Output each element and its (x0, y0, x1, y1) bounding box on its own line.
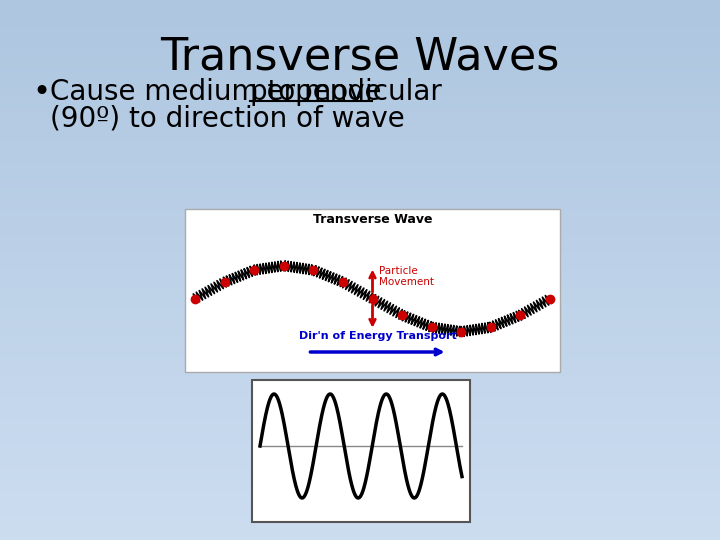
Text: Cause medium to move: Cause medium to move (50, 78, 390, 106)
Text: •: • (32, 78, 50, 107)
Text: Transverse Waves: Transverse Waves (161, 35, 559, 78)
Bar (252, 380, 470, 522)
Text: Particle
Movement: Particle Movement (379, 266, 433, 287)
Bar (185, 209, 560, 372)
Text: Transverse Wave: Transverse Wave (312, 213, 432, 226)
Text: Dir'n of Energy Transport: Dir'n of Energy Transport (299, 331, 456, 341)
Text: perpendicular: perpendicular (250, 78, 443, 106)
Text: (90º) to direction of wave: (90º) to direction of wave (50, 105, 405, 133)
